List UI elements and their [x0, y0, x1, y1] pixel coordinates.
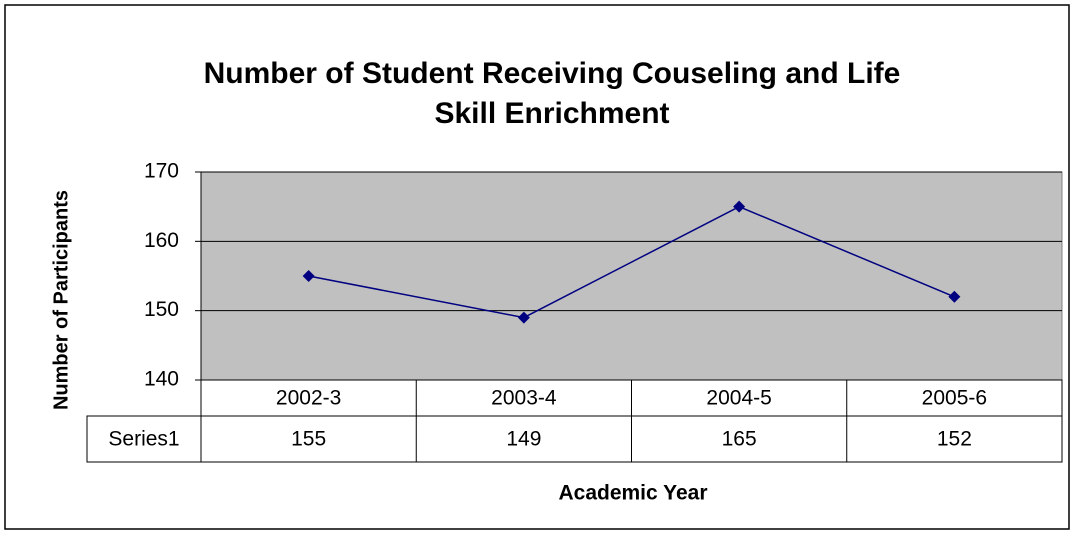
- marker: [948, 290, 961, 303]
- x-axis-label: Academic Year: [558, 482, 707, 505]
- y-axis-label: Number of Participants: [50, 190, 72, 410]
- table-value: 149: [506, 428, 541, 451]
- table-value: 165: [722, 428, 757, 451]
- x-tick-label: 2003-4: [491, 387, 557, 410]
- table-value: 155: [291, 428, 326, 451]
- table-series-name: Series1: [108, 428, 179, 451]
- table-row: [86, 415, 1063, 463]
- chart-title: Number of Student Receiving Couseling an…: [203, 57, 901, 130]
- marker: [517, 311, 530, 324]
- y-tick-label: 160: [144, 229, 179, 252]
- plot-area: [200, 171, 1063, 381]
- table-value: 152: [937, 428, 972, 451]
- x-tick-label: 2002-3: [276, 387, 341, 410]
- x-tick-label: 2004-5: [706, 387, 771, 410]
- y-tick-label: 140: [144, 368, 179, 391]
- series-line: [308, 205, 955, 319]
- y-tick-label: 170: [144, 160, 179, 183]
- x-tick-label: 2005-6: [922, 387, 987, 410]
- y-tick-label: 150: [144, 298, 179, 321]
- marker: [302, 270, 315, 282]
- marker: [733, 200, 746, 213]
